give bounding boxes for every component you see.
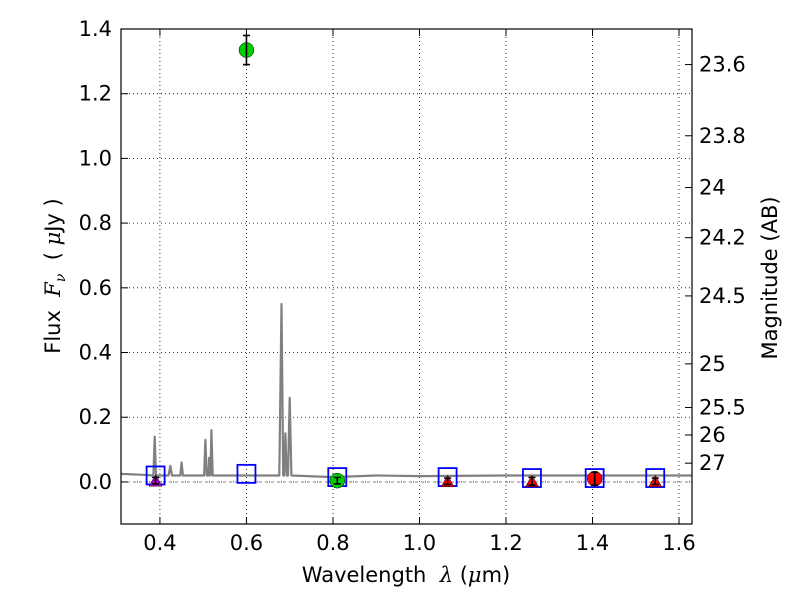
y-tick-label: 0.8	[79, 211, 112, 235]
model-photometry-square	[584, 468, 605, 488]
x-tick-label: 1.0	[403, 531, 436, 555]
plot-frame	[120, 28, 693, 525]
y-tick-label: 0.0	[79, 470, 112, 494]
magnitude-tick-label: 24.5	[699, 284, 746, 308]
magnitude-tick-label: 23.8	[699, 124, 746, 148]
y-axis-label: Flux Fν ( μJy )	[41, 198, 69, 353]
magnitude-tick-label: 23.6	[699, 53, 746, 77]
x-tick-label: 0.6	[230, 531, 263, 555]
model-spectrum	[120, 302, 692, 479]
y-tick-label: 0.2	[79, 405, 112, 429]
model-photometry-square	[522, 468, 542, 488]
model-photometry-square	[236, 463, 257, 484]
y-tick-label: 1.4	[79, 17, 112, 41]
x-tick-label: 0.4	[143, 531, 176, 555]
x-axis-label: Wavelength λ (μm)	[302, 563, 510, 587]
magnitude-tick-label: 25.5	[699, 396, 746, 420]
magnitude-tick-label: 27	[699, 451, 726, 475]
x-tick-label: 1.2	[489, 531, 522, 555]
axis-ticks: 0.4 0.6 0.8 1.0 1.2 1.4 1.6 0.0 0.2 0.4 0.6 0.8 1.0 1…	[79, 17, 746, 555]
y-tick-label: 1.2	[79, 82, 112, 106]
y-tick-label: 0.6	[79, 276, 112, 300]
observed-photometry	[148, 34, 663, 489]
y-tick-label: 1.0	[79, 146, 112, 170]
magnitude-tick-label: 24	[699, 176, 726, 200]
model-photometry-square	[645, 468, 666, 488]
y-tick-label: 0.4	[79, 341, 112, 365]
model-spectrum-line	[120, 302, 692, 479]
model-photometry	[145, 463, 666, 488]
x-tick-label: 0.8	[316, 531, 349, 555]
magnitude-tick-label: 24.2	[699, 226, 746, 250]
magnitude-axis-label: Magnitude (AB)	[758, 196, 782, 359]
magnitude-tick-label: 26	[699, 423, 726, 447]
plot-area	[121, 29, 692, 524]
x-tick-label: 1.4	[576, 531, 609, 555]
x-tick-label: 1.6	[662, 531, 695, 555]
magnitude-tick-label: 25	[699, 352, 726, 376]
grid-lines	[121, 28, 692, 524]
